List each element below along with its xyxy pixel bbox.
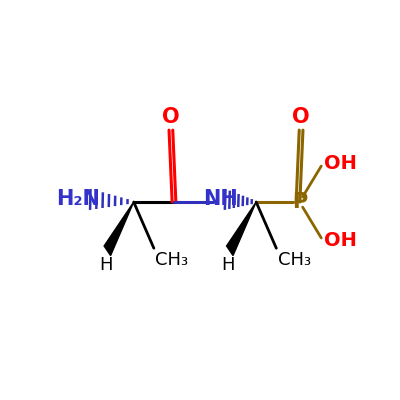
Text: CH₃: CH₃ — [278, 251, 311, 269]
Polygon shape — [104, 202, 134, 256]
Text: H₂N: H₂N — [56, 190, 100, 210]
Text: OH: OH — [324, 154, 357, 173]
Text: OH: OH — [324, 231, 357, 250]
Text: H: H — [99, 256, 112, 274]
Polygon shape — [226, 202, 256, 256]
Text: O: O — [162, 107, 180, 127]
Text: CH₃: CH₃ — [155, 251, 188, 269]
Text: O: O — [292, 107, 310, 127]
Text: P: P — [292, 192, 307, 212]
Text: H: H — [222, 256, 235, 274]
Text: NH: NH — [203, 190, 238, 210]
